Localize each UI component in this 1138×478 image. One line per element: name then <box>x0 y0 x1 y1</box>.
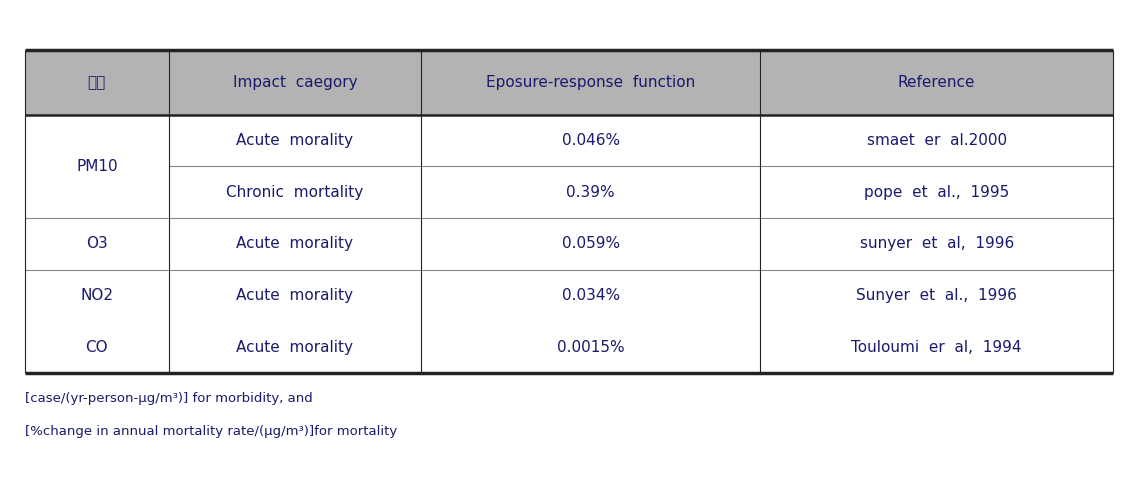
Text: Chronic  mortality: Chronic mortality <box>226 185 363 200</box>
Bar <box>168 166 421 218</box>
Text: NO2: NO2 <box>81 288 114 303</box>
Text: Acute  morality: Acute morality <box>237 133 353 148</box>
Text: Touloumi  er  al,  1994: Touloumi er al, 1994 <box>851 339 1022 355</box>
Text: O3: O3 <box>86 236 108 251</box>
Text: Sunyer  et  al.,  1996: Sunyer et al., 1996 <box>856 288 1017 303</box>
Bar <box>168 270 421 321</box>
Text: Acute  morality: Acute morality <box>237 288 353 303</box>
Bar <box>25 218 168 270</box>
Bar <box>25 50 168 115</box>
Bar <box>421 321 760 373</box>
Text: [%change in annual mortality rate/(μg/m³)]for mortality: [%change in annual mortality rate/(μg/m³… <box>25 425 397 438</box>
Bar <box>25 115 168 166</box>
Bar <box>168 50 421 115</box>
Text: Acute  morality: Acute morality <box>237 236 353 251</box>
Text: 물질: 물질 <box>88 75 106 90</box>
Bar <box>25 166 168 218</box>
Bar <box>421 218 760 270</box>
Text: 0.39%: 0.39% <box>567 185 615 200</box>
Bar <box>25 270 168 321</box>
Bar <box>760 115 1113 166</box>
Text: smaet  er  al.2000: smaet er al.2000 <box>867 133 1007 148</box>
Text: CO: CO <box>85 339 108 355</box>
Text: 0.0015%: 0.0015% <box>556 339 625 355</box>
Bar <box>760 50 1113 115</box>
Bar <box>421 270 760 321</box>
Bar <box>760 166 1113 218</box>
Bar <box>421 115 760 166</box>
Text: Impact  caegory: Impact caegory <box>232 75 357 90</box>
Text: 0.034%: 0.034% <box>562 288 620 303</box>
Text: Acute  morality: Acute morality <box>237 339 353 355</box>
Text: Reference: Reference <box>898 75 975 90</box>
Bar <box>168 321 421 373</box>
Bar <box>168 218 421 270</box>
Bar <box>421 166 760 218</box>
Bar <box>760 321 1113 373</box>
Text: 0.059%: 0.059% <box>562 236 620 251</box>
Bar <box>760 218 1113 270</box>
Text: pope  et  al.,  1995: pope et al., 1995 <box>864 185 1009 200</box>
Bar <box>760 270 1113 321</box>
Text: PM10: PM10 <box>76 159 117 174</box>
Bar <box>168 115 421 166</box>
Bar <box>25 321 168 373</box>
Text: sunyer  et  al,  1996: sunyer et al, 1996 <box>859 236 1014 251</box>
Text: [case/(yr-person-μg/m³)] for morbidity, and: [case/(yr-person-μg/m³)] for morbidity, … <box>25 392 313 405</box>
Bar <box>421 50 760 115</box>
Text: Eposure-response  function: Eposure-response function <box>486 75 695 90</box>
Text: 0.046%: 0.046% <box>562 133 620 148</box>
